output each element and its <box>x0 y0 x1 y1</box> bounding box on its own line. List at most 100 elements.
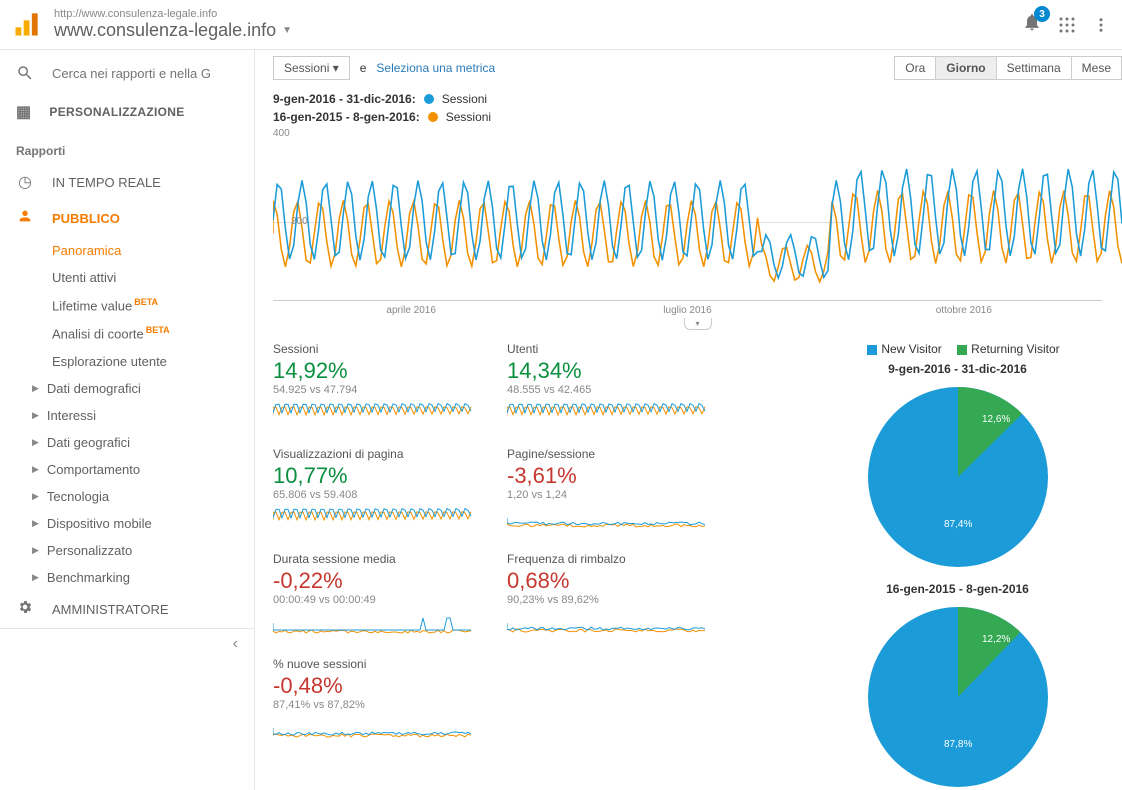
pie2: 12,2% 87,8% <box>863 602 1053 790</box>
chart-legend: 9-gen-2016 - 31-dic-2016:Sessioni 16-gen… <box>273 92 1122 124</box>
kpi-card[interactable]: % nuove sessioni-0,48%87,41% vs 87,82% <box>273 657 483 746</box>
kpi-percent: 0,68% <box>507 568 717 594</box>
nav-exp-item[interactable]: ▶Interessi <box>0 402 254 429</box>
kpi-title: Durata sessione media <box>273 552 483 566</box>
nav-personalization[interactable]: ▦ PERSONALIZZAZIONE <box>0 90 254 134</box>
kpi-percent: -0,22% <box>273 568 483 594</box>
sidebar-collapse[interactable]: ‹ <box>0 628 254 659</box>
svg-text:87,4%: 87,4% <box>944 519 972 530</box>
kpi-sub: 87,41% vs 87,82% <box>273 699 483 711</box>
site-selector[interactable]: www.consulenza-legale.info▼ <box>54 20 1022 41</box>
kpi-card[interactable]: Utenti 14,34%48.555 vs 42.465 <box>507 342 717 431</box>
search-input[interactable] <box>52 66 238 81</box>
svg-text:12,6%: 12,6% <box>982 414 1010 425</box>
kpi-grid: Sessioni 14,92%54.925 vs 47.794 Utenti 14,3… <box>273 342 753 790</box>
triangle-right-icon: ▶ <box>32 572 39 583</box>
notifications-button[interactable]: 3 <box>1022 12 1042 37</box>
kpi-card[interactable]: Sessioni 14,92%54.925 vs 47.794 <box>273 342 483 431</box>
triangle-right-icon: ▶ <box>32 518 39 529</box>
kpi-title: Sessioni <box>273 342 483 356</box>
triangle-right-icon: ▶ <box>32 410 39 421</box>
chart-toolbar: Sessioni ▾ e Seleziona una metrica OraGi… <box>273 50 1122 86</box>
kpi-title: Utenti <box>507 342 717 356</box>
gear-icon <box>16 599 34 620</box>
kpi-title: Frequenza di rimbalzo <box>507 552 717 566</box>
apps-grid-icon[interactable] <box>1058 16 1076 34</box>
kpi-title: Pagine/sessione <box>507 447 717 461</box>
time-tab[interactable]: Mese <box>1071 56 1122 80</box>
toolbar-e: e <box>360 61 367 75</box>
kpi-percent: 10,77% <box>273 463 483 489</box>
nav-exp-item[interactable]: ▶Benchmarking <box>0 564 254 591</box>
nav-exp-item[interactable]: ▶Personalizzato <box>0 537 254 564</box>
kpi-percent: 14,34% <box>507 358 717 384</box>
search-icon <box>16 64 34 82</box>
metric-primary-dropdown[interactable]: Sessioni ▾ <box>273 56 350 80</box>
visitor-pies: New Visitor Returning Visitor 9-gen-2016… <box>753 342 1122 790</box>
y-axis-mid: 200 <box>291 216 308 227</box>
x-axis: aprile 2016luglio 2016ottobre 2016 <box>273 300 1102 316</box>
nav-admin[interactable]: AMMINISTRATORE <box>0 591 254 628</box>
kpi-card[interactable]: Frequenza di rimbalzo 0,68%90,23% vs 89,6… <box>507 552 717 641</box>
legend-sq-new <box>867 345 877 355</box>
nav-exp-item[interactable]: ▶Comportamento <box>0 456 254 483</box>
nav-audience[interactable]: PUBBLICO <box>0 200 254 237</box>
more-vert-icon[interactable] <box>1092 16 1110 34</box>
kpi-sub: 1,20 vs 1,24 <box>507 489 717 501</box>
triangle-right-icon: ▶ <box>32 464 39 475</box>
site-url-small: http://www.consulenza-legale.info <box>54 8 1022 20</box>
chart-expand-handle[interactable]: ▾ <box>684 318 712 330</box>
kpi-sub: 48.555 vs 42.465 <box>507 384 717 396</box>
caret-down-icon: ▼ <box>282 25 292 36</box>
dashboard-icon: ▦ <box>16 102 31 122</box>
time-tab[interactable]: Settimana <box>996 56 1071 80</box>
nav-exp-item[interactable]: ▶Dati demografici <box>0 375 254 402</box>
nav-exp-item[interactable]: ▶Tecnologia <box>0 483 254 510</box>
sidebar: ▦ PERSONALIZZAZIONE Rapporti ◷ IN TEMPO … <box>0 50 255 790</box>
nav-exp-item[interactable]: ▶Dati geografici <box>0 429 254 456</box>
topbar: http://www.consulenza-legale.info www.co… <box>0 0 1122 50</box>
pie1-title: 9-gen-2016 - 31-dic-2016 <box>793 362 1122 376</box>
svg-text:12,2%: 12,2% <box>982 634 1010 645</box>
select-metric-link[interactable]: Seleziona una metrica <box>376 61 495 75</box>
svg-text:87,8%: 87,8% <box>944 739 972 750</box>
time-tab[interactable]: Giorno <box>935 56 995 80</box>
triangle-right-icon: ▶ <box>32 545 39 556</box>
kpi-card[interactable]: Pagine/sessione -3,61%1,20 vs 1,24 <box>507 447 717 536</box>
clock-icon: ◷ <box>16 172 34 192</box>
pie-legend: New Visitor Returning Visitor <box>793 342 1122 356</box>
nav-sub-utenti[interactable]: Utenti attivi <box>0 264 254 291</box>
nav-sub-coorte[interactable]: Analisi di coorteBETA <box>0 319 254 347</box>
kpi-card[interactable]: Durata sessione media -0,22%00:00:49 vs 0… <box>273 552 483 641</box>
triangle-right-icon: ▶ <box>32 383 39 394</box>
legend-sq-ret <box>957 345 967 355</box>
kpi-percent: -3,61% <box>507 463 717 489</box>
legend-dot-orange <box>428 112 438 122</box>
kpi-title: % nuove sessioni <box>273 657 483 671</box>
content: Sessioni ▾ e Seleziona una metrica OraGi… <box>255 50 1122 790</box>
person-icon <box>16 208 34 229</box>
triangle-right-icon: ▶ <box>32 491 39 502</box>
ga-logo-icon <box>12 11 40 39</box>
time-granularity-tabs: OraGiornoSettimanaMese <box>894 56 1122 80</box>
time-tab[interactable]: Ora <box>894 56 935 80</box>
nav-realtime[interactable]: ◷ IN TEMPO REALE <box>0 164 254 200</box>
sessions-chart: 200 <box>273 145 1122 300</box>
kpi-sub: 00:00:49 vs 00:00:49 <box>273 594 483 606</box>
triangle-right-icon: ▶ <box>32 437 39 448</box>
nav-exp-item[interactable]: ▶Dispositivo mobile <box>0 510 254 537</box>
pie1: 12,6% 87,4% <box>863 382 1053 572</box>
nav-sub-panoramica[interactable]: Panoramica <box>0 237 254 264</box>
nav-sub-lifetime[interactable]: Lifetime valueBETA <box>0 291 254 319</box>
pie2-title: 16-gen-2015 - 8-gen-2016 <box>793 582 1122 596</box>
sidebar-search[interactable] <box>0 56 254 90</box>
kpi-card[interactable]: Visualizzazioni di pagina10,77%65.806 vs… <box>273 447 483 536</box>
nav-reports-heading: Rapporti <box>0 134 254 164</box>
kpi-sub: 90,23% vs 89,62% <box>507 594 717 606</box>
nav-sub-esplorazione[interactable]: Esplorazione utente <box>0 348 254 375</box>
notifications-badge: 3 <box>1034 6 1050 22</box>
kpi-percent: 14,92% <box>273 358 483 384</box>
kpi-sub: 65.806 vs 59.408 <box>273 489 483 501</box>
kpi-sub: 54.925 vs 47.794 <box>273 384 483 396</box>
y-axis-max: 400 <box>273 128 1122 139</box>
